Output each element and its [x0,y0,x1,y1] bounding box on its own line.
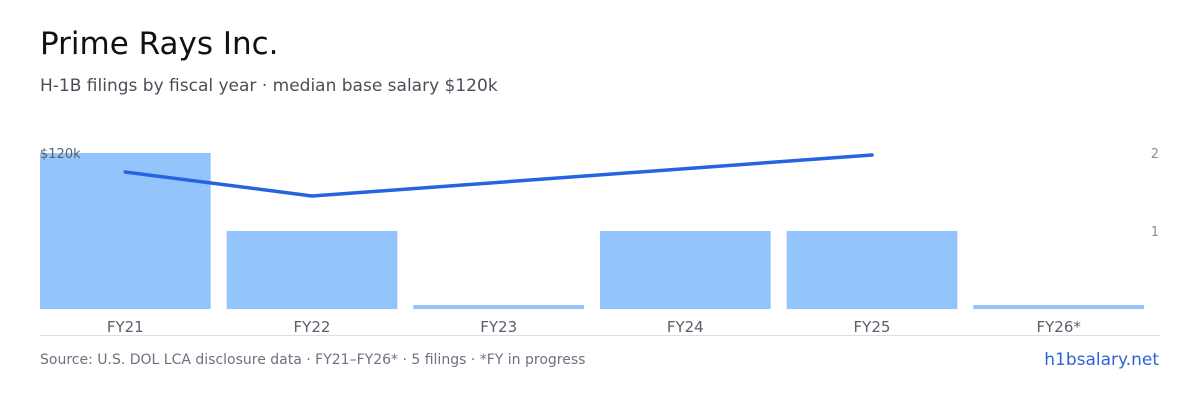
bar-3 [600,231,771,309]
source-note: Source: U.S. DOL LCA disclosure data · F… [40,352,586,368]
right-tick-1: 2 [1151,147,1159,162]
bar-2 [413,305,584,309]
bar-4 [786,231,958,309]
left-axis-ticks: $120k [40,147,81,162]
salary-line [123,153,874,198]
category-label-0: FY21 [107,318,144,336]
left-tick-0: $120k [40,147,81,162]
bar-1 [226,231,398,309]
category-label-2: FY23 [480,318,517,336]
page-title: Prime Rays Inc. [40,26,279,62]
category-label-1: FY22 [294,318,331,336]
bar-0 [40,153,211,309]
bar-5 [973,305,1144,309]
right-axis-ticks: 12 [1151,147,1159,240]
category-labels: FY21 FY22 FY23 FY24 FY25 FY26* [107,318,1082,336]
bars-group [40,153,1144,309]
chart-subtitle: H-1B filings by fiscal year · median bas… [40,76,498,96]
category-label-3: FY24 [667,318,704,336]
site-link[interactable]: h1bsalary.net [1044,350,1159,370]
category-label-5: FY26* [1037,318,1082,336]
right-tick-0: 1 [1151,225,1159,240]
category-label-4: FY25 [854,318,891,336]
